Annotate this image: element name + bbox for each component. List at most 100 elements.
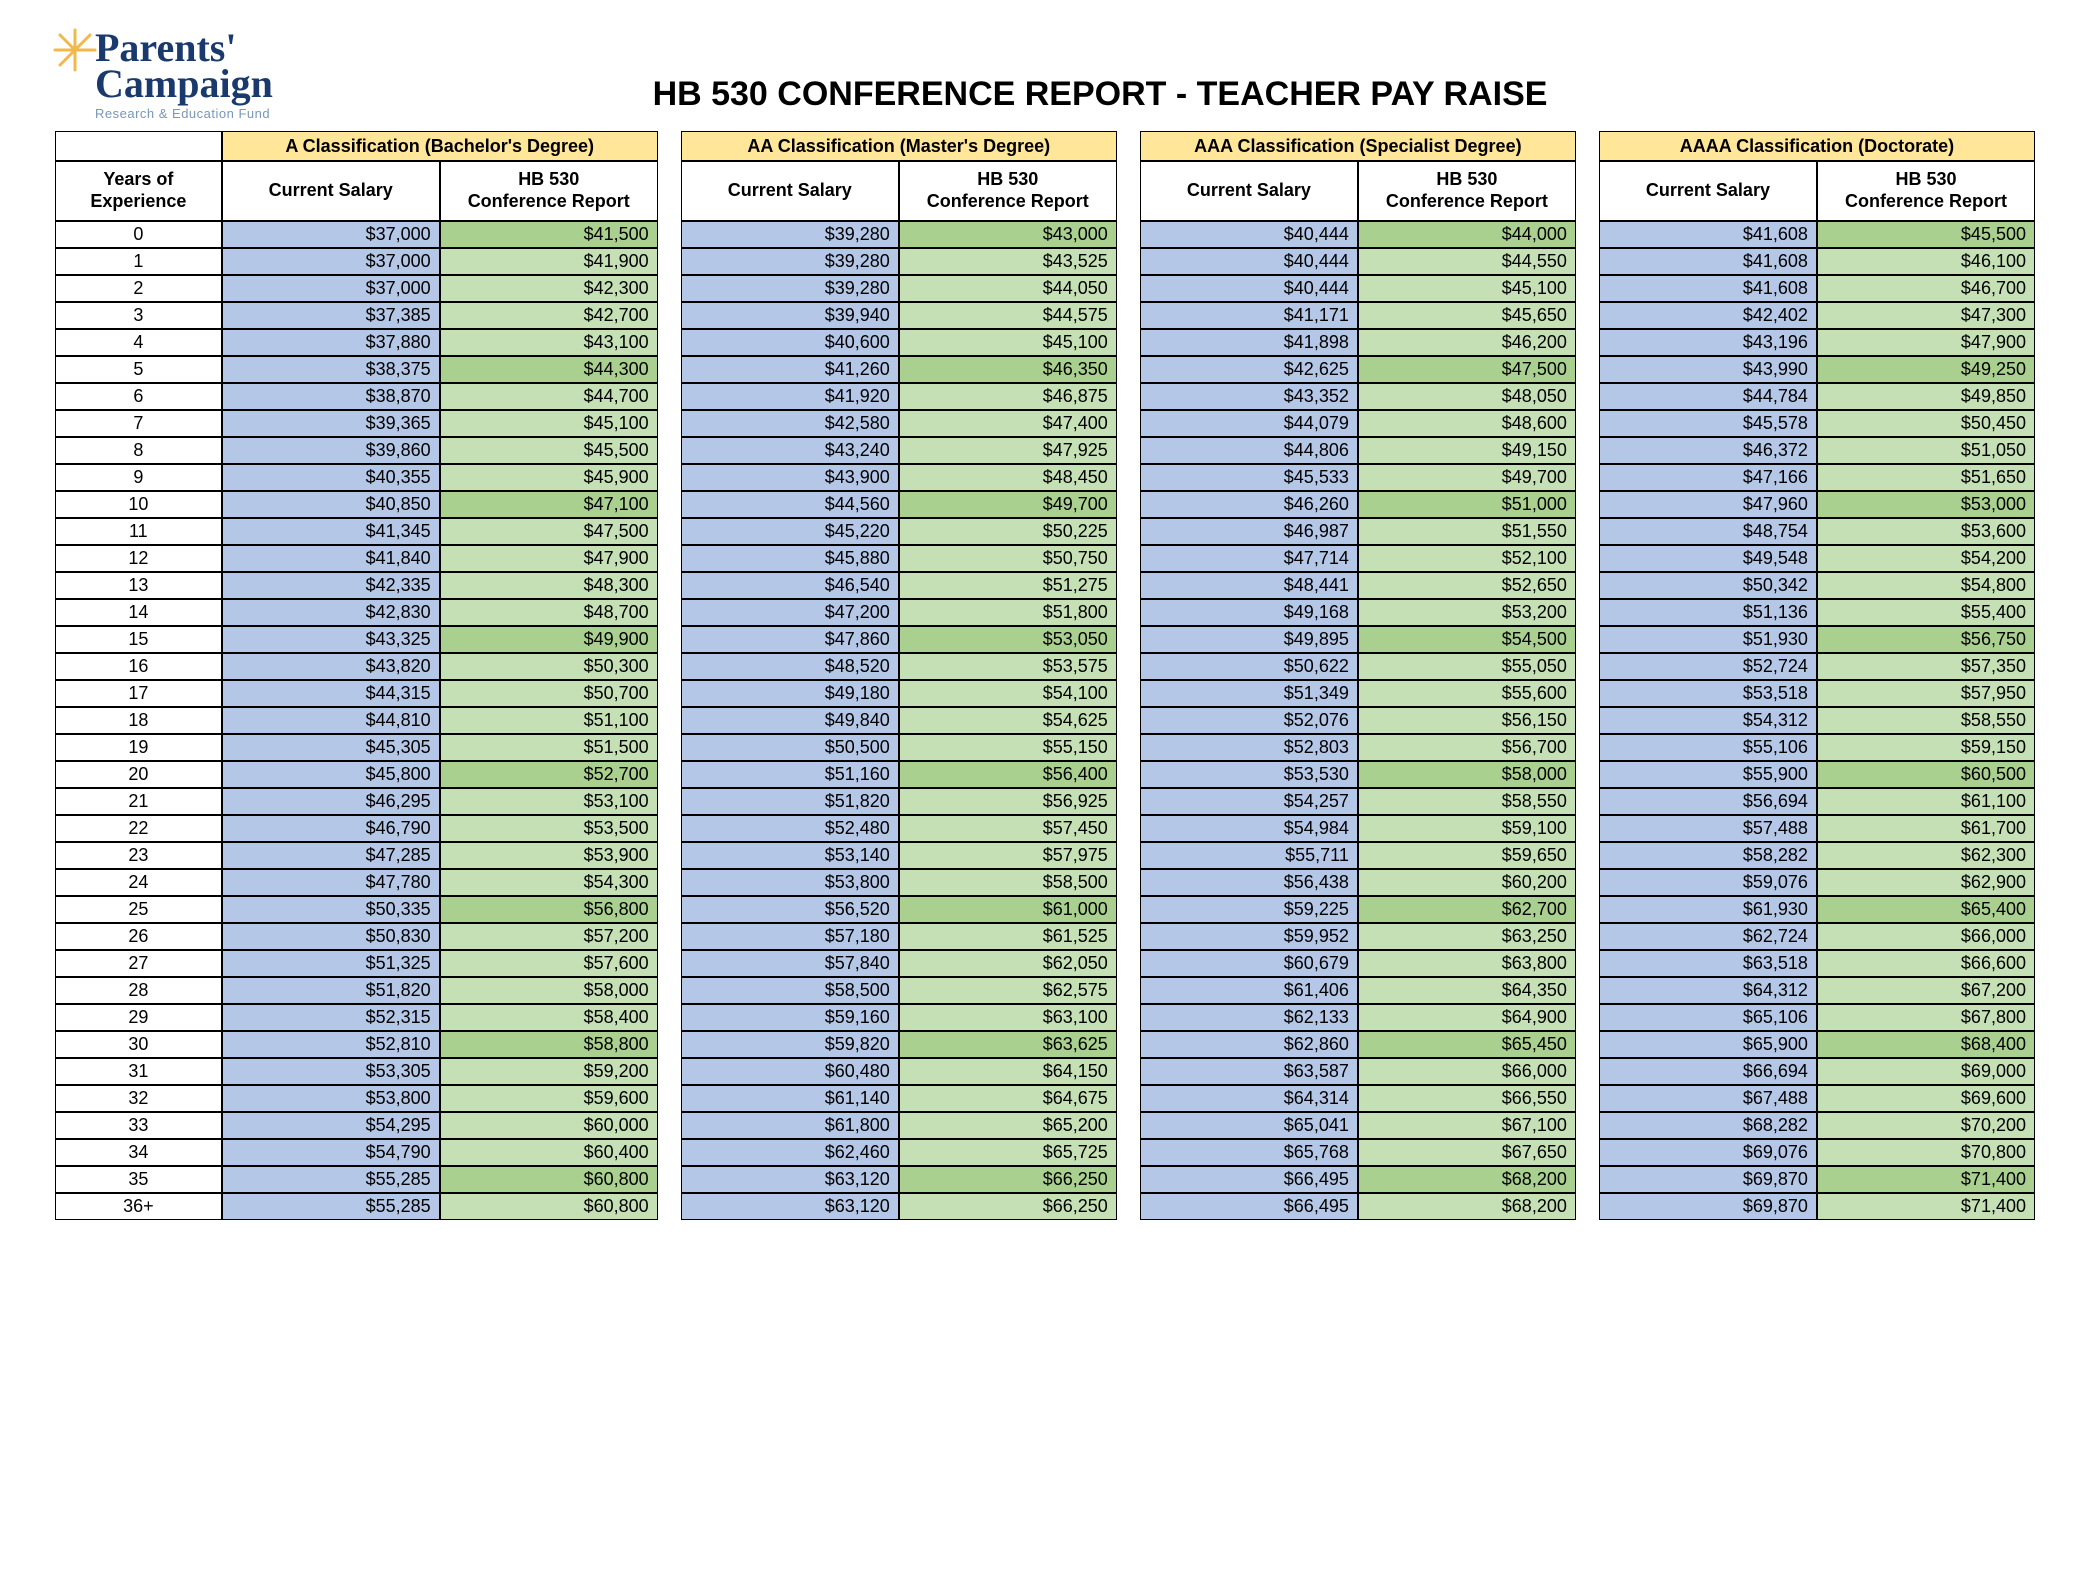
current-salary-cell: $44,315 <box>222 680 440 707</box>
current-salary-cell: $61,140 <box>681 1085 899 1112</box>
hb530-cell: $54,500 <box>1358 626 1576 653</box>
current-salary-cell: $47,166 <box>1599 464 1817 491</box>
exp-cell: 7 <box>55 410 222 437</box>
hb-aa: HB 530Conference Report <box>899 161 1117 221</box>
class-aaaa-header: AAAA Classification (Doctorate) <box>1599 131 2035 161</box>
exp-cell: 21 <box>55 788 222 815</box>
current-salary-cell: $42,580 <box>681 410 899 437</box>
hb530-cell: $56,925 <box>899 788 1117 815</box>
exp-cell: 33 <box>55 1112 222 1139</box>
current-salary-cell: $40,444 <box>1140 221 1358 248</box>
current-salary-cell: $62,860 <box>1140 1031 1358 1058</box>
hb530-cell: $57,975 <box>899 842 1117 869</box>
hb530-cell: $50,700 <box>440 680 658 707</box>
hb530-cell: $49,250 <box>1817 356 2035 383</box>
current-salary-cell: $37,000 <box>222 221 440 248</box>
hb530-cell: $55,400 <box>1817 599 2035 626</box>
hb530-cell: $67,100 <box>1358 1112 1576 1139</box>
hb530-cell: $53,900 <box>440 842 658 869</box>
hb530-cell: $48,700 <box>440 599 658 626</box>
hb530-cell: $46,350 <box>899 356 1117 383</box>
current-salary-cell: $37,000 <box>222 275 440 302</box>
current-salary-cell: $48,441 <box>1140 572 1358 599</box>
current-aaa: Current Salary <box>1140 161 1358 221</box>
current-salary-cell: $46,540 <box>681 572 899 599</box>
current-salary-cell: $46,790 <box>222 815 440 842</box>
hb530-cell: $57,600 <box>440 950 658 977</box>
hb530-cell: $60,800 <box>440 1193 658 1220</box>
current-salary-cell: $63,120 <box>681 1193 899 1220</box>
exp-cell: 36+ <box>55 1193 222 1220</box>
current-salary-cell: $44,810 <box>222 707 440 734</box>
class-a-header: A Classification (Bachelor's Degree) <box>222 131 658 161</box>
hb530-cell: $69,000 <box>1817 1058 2035 1085</box>
table-row: 32$53,800$59,600$61,140$64,675$64,314$66… <box>55 1085 2035 1112</box>
exp-cell: 32 <box>55 1085 222 1112</box>
table-row: 26$50,830$57,200$57,180$61,525$59,952$63… <box>55 923 2035 950</box>
hb530-cell: $61,000 <box>899 896 1117 923</box>
hb530-cell: $51,800 <box>899 599 1117 626</box>
current-salary-cell: $55,285 <box>222 1193 440 1220</box>
hb530-cell: $49,850 <box>1817 383 2035 410</box>
current-salary-cell: $41,920 <box>681 383 899 410</box>
hb530-cell: $55,050 <box>1358 653 1576 680</box>
table-row: 21$46,295$53,100$51,820$56,925$54,257$58… <box>55 788 2035 815</box>
exp-cell: 14 <box>55 599 222 626</box>
current-salary-cell: $57,840 <box>681 950 899 977</box>
hb530-cell: $70,800 <box>1817 1139 2035 1166</box>
current-salary-cell: $60,480 <box>681 1058 899 1085</box>
hb530-cell: $46,200 <box>1358 329 1576 356</box>
current-salary-cell: $44,806 <box>1140 437 1358 464</box>
current-salary-cell: $53,305 <box>222 1058 440 1085</box>
hb530-cell: $51,100 <box>440 707 658 734</box>
hb530-cell: $65,450 <box>1358 1031 1576 1058</box>
hb530-cell: $45,100 <box>440 410 658 437</box>
current-salary-cell: $44,784 <box>1599 383 1817 410</box>
exp-cell: 30 <box>55 1031 222 1058</box>
current-salary-cell: $52,315 <box>222 1004 440 1031</box>
hb530-cell: $56,150 <box>1358 707 1576 734</box>
exp-cell: 34 <box>55 1139 222 1166</box>
current-salary-cell: $49,840 <box>681 707 899 734</box>
hb530-cell: $66,600 <box>1817 950 2035 977</box>
hb530-cell: $66,250 <box>899 1193 1117 1220</box>
table-row: 25$50,335$56,800$56,520$61,000$59,225$62… <box>55 896 2035 923</box>
current-salary-cell: $52,810 <box>222 1031 440 1058</box>
hb530-cell: $60,800 <box>440 1166 658 1193</box>
exp-cell: 20 <box>55 761 222 788</box>
hb530-cell: $58,550 <box>1358 788 1576 815</box>
table-row: 2$37,000$42,300$39,280$44,050$40,444$45,… <box>55 275 2035 302</box>
hb530-cell: $65,200 <box>899 1112 1117 1139</box>
hb530-cell: $53,100 <box>440 788 658 815</box>
table-row: 17$44,315$50,700$49,180$54,100$51,349$55… <box>55 680 2035 707</box>
hb530-cell: $41,900 <box>440 248 658 275</box>
current-salary-cell: $42,402 <box>1599 302 1817 329</box>
hb530-cell: $53,600 <box>1817 518 2035 545</box>
current-salary-cell: $49,548 <box>1599 545 1817 572</box>
current-salary-cell: $39,280 <box>681 275 899 302</box>
current-salary-cell: $54,984 <box>1140 815 1358 842</box>
exp-cell: 4 <box>55 329 222 356</box>
exp-cell: 15 <box>55 626 222 653</box>
current-a: Current Salary <box>222 161 440 221</box>
current-salary-cell: $63,120 <box>681 1166 899 1193</box>
hb530-cell: $58,550 <box>1817 707 2035 734</box>
current-salary-cell: $59,820 <box>681 1031 899 1058</box>
current-salary-cell: $57,488 <box>1599 815 1817 842</box>
hb530-cell: $56,400 <box>899 761 1117 788</box>
current-salary-cell: $63,518 <box>1599 950 1817 977</box>
current-salary-cell: $63,587 <box>1140 1058 1358 1085</box>
years-header: Years of Experience <box>55 161 222 221</box>
current-salary-cell: $49,168 <box>1140 599 1358 626</box>
hb530-cell: $58,000 <box>1358 761 1576 788</box>
hb530-cell: $51,000 <box>1358 491 1576 518</box>
hb530-cell: $64,675 <box>899 1085 1117 1112</box>
current-salary-cell: $56,438 <box>1140 869 1358 896</box>
current-salary-cell: $52,724 <box>1599 653 1817 680</box>
current-salary-cell: $50,830 <box>222 923 440 950</box>
table-row: 27$51,325$57,600$57,840$62,050$60,679$63… <box>55 950 2035 977</box>
current-salary-cell: $50,622 <box>1140 653 1358 680</box>
exp-cell: 28 <box>55 977 222 1004</box>
hb530-cell: $58,400 <box>440 1004 658 1031</box>
hb530-cell: $51,050 <box>1817 437 2035 464</box>
